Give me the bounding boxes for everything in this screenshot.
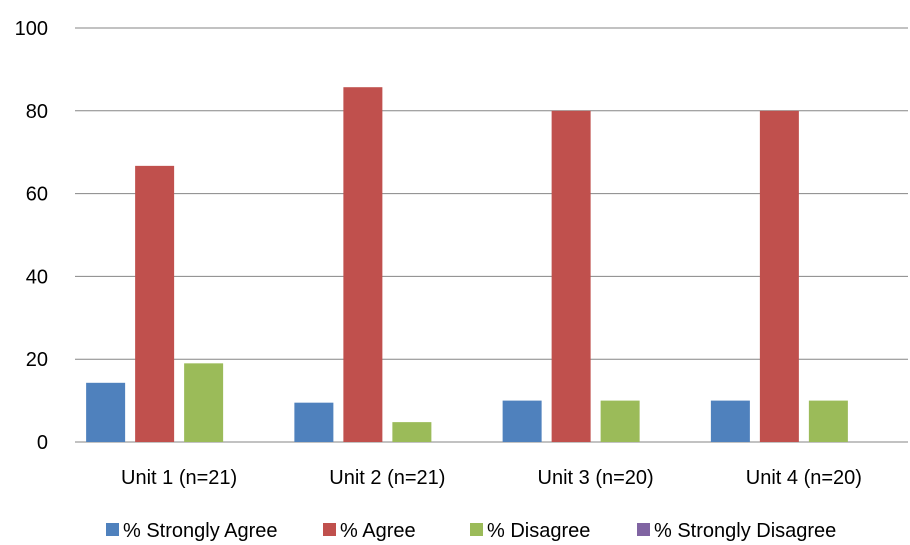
bar-agree (343, 87, 383, 443)
x-tick-label: Unit 2 (n=21) (329, 467, 445, 489)
bar-agree (551, 110, 591, 443)
legend-swatch (637, 523, 650, 536)
legend-label: % Strongly Agree (123, 520, 278, 542)
bar-disagree (392, 422, 432, 442)
legend-swatch (470, 523, 483, 536)
bar-agree (135, 165, 175, 442)
legend: % Strongly Agree % Agree % Disagree % Stron… (106, 520, 836, 542)
x-axis-ticks: Unit 1 (n=21) Unit 2 (n=21) Unit 3 (n=20) U… (121, 467, 862, 489)
bar-disagree (808, 400, 848, 442)
x-tick-label: Unit 3 (n=20) (538, 467, 654, 489)
y-tick-label: 0 (37, 432, 48, 454)
legend-label: % Strongly Disagree (654, 520, 836, 542)
legend-swatch (323, 523, 336, 536)
x-tick-label: Unit 4 (n=20) (746, 467, 862, 489)
y-tick-label: 80 (26, 101, 48, 123)
y-tick-label: 20 (26, 349, 48, 371)
y-axis-ticks: 0 20 40 60 80 100 (15, 18, 48, 454)
bar-strongly-agree (710, 400, 750, 442)
bar-disagree (600, 400, 640, 442)
bar-disagree (184, 363, 224, 442)
bar-strongly-agree (502, 400, 542, 442)
y-tick-label: 100 (15, 18, 48, 40)
bar-strongly-agree (86, 382, 126, 442)
x-tick-label: Unit 1 (n=21) (121, 467, 237, 489)
legend-label: % Disagree (487, 520, 590, 542)
y-tick-label: 60 (26, 184, 48, 206)
y-tick-label: 40 (26, 266, 48, 288)
bars (86, 87, 848, 443)
legend-swatch (106, 523, 119, 536)
legend-label: % Agree (340, 520, 416, 542)
bar-agree (759, 110, 799, 443)
bar-strongly-agree (294, 402, 334, 442)
